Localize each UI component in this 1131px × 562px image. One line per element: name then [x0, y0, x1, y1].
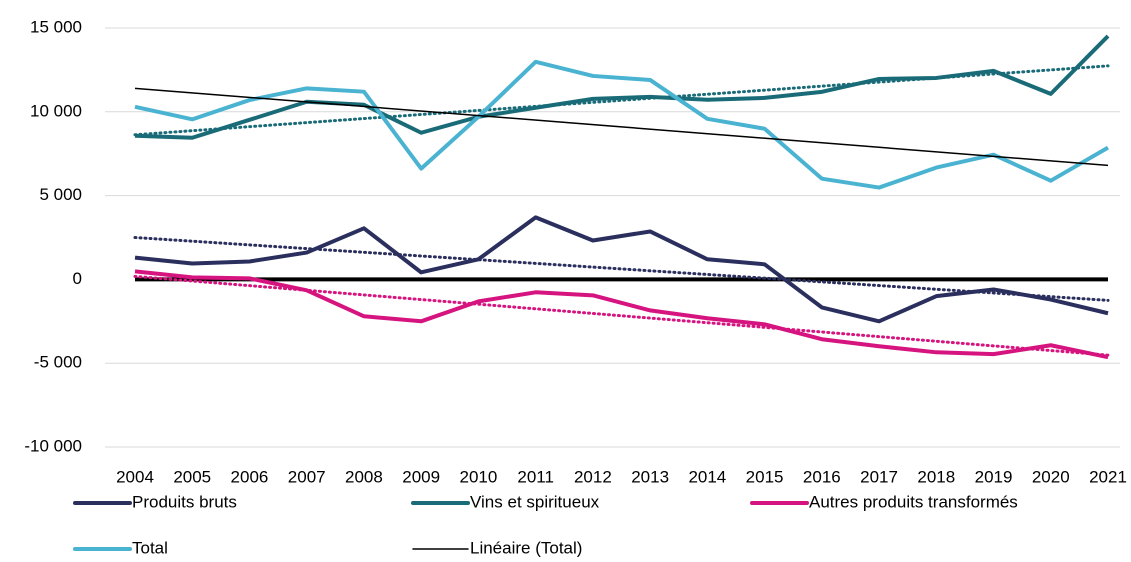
x-tick-label: 2012: [574, 467, 612, 486]
legend-label: Total: [132, 538, 168, 557]
series-line: [134, 59, 1109, 190]
trend-line: [133, 274, 1110, 357]
x-tick-label: 2007: [288, 467, 326, 486]
x-tick-label: 2005: [173, 467, 211, 486]
x-tick-label: 2009: [402, 467, 440, 486]
y-tick-label: 10 000: [30, 101, 82, 120]
legend-label: Produits bruts: [132, 492, 237, 511]
series-line: [134, 215, 1109, 324]
y-tick-label: 15 000: [30, 17, 82, 36]
x-tick-label: 2018: [917, 467, 955, 486]
legend-label: Vins et spiritueux: [470, 492, 600, 511]
x-tick-label: 2010: [459, 467, 497, 486]
x-tick-label: 2021: [1089, 467, 1127, 486]
x-tick-label: 2011: [517, 467, 554, 486]
x-tick-label: 2004: [116, 467, 154, 486]
y-tick-label: 5 000: [39, 185, 82, 204]
series-line: [134, 269, 1109, 360]
x-tick-label: 2017: [860, 467, 898, 486]
legend-label: Autres produits transformés: [809, 492, 1018, 511]
x-tick-label: 2008: [345, 467, 383, 486]
x-tick-label: 2019: [975, 467, 1013, 486]
series-line: [134, 34, 1110, 140]
x-tick-label: 2013: [631, 467, 669, 486]
legend-label: Linéaire (Total): [470, 538, 582, 557]
x-tick-label: 2014: [688, 467, 726, 486]
x-tick-label: 2015: [746, 467, 784, 486]
x-tick-label: 2006: [231, 467, 269, 486]
trend-line: [134, 87, 1109, 167]
y-tick-label: 0: [73, 269, 82, 288]
x-tick-label: 2016: [803, 467, 841, 486]
y-tick-label: -5 000: [34, 353, 82, 372]
x-tick-label: 2020: [1032, 467, 1070, 486]
y-tick-label: -10 000: [24, 436, 82, 455]
trend-line: [133, 236, 1110, 302]
